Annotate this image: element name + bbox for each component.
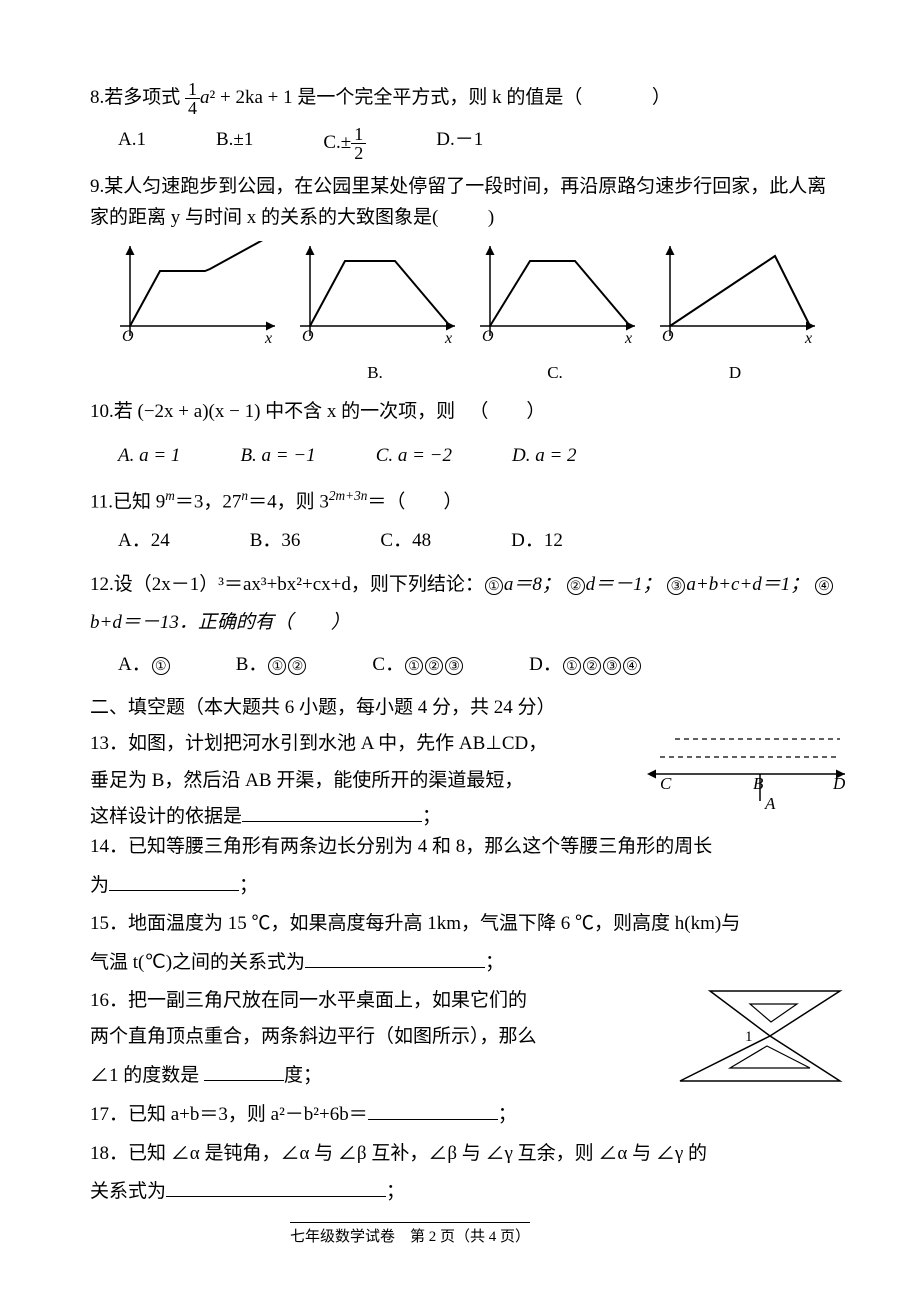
svg-text:x: x xyxy=(264,330,272,347)
q13-blank xyxy=(242,803,422,822)
question-14: 14．已知等腰三角形有两条边长分别为 4 和 8，那么这个等腰三角形的周长 为； xyxy=(90,832,845,901)
svg-text:C: C xyxy=(660,774,672,793)
question-15: 15．地面温度为 15 ℃，如果高度每升高 1km，气温下降 6 ℃，则高度 h… xyxy=(90,909,845,978)
q15-blank xyxy=(305,949,485,968)
svg-text:B: B xyxy=(753,774,764,793)
q10-option-a: A. a = 1 xyxy=(118,441,180,471)
q9-graph-c: O x C. xyxy=(470,241,640,387)
question-8: 8.若多项式 14a² + 2ka + 1 是一个完全平方式，则 k 的值是（ … xyxy=(90,80,845,117)
q17-blank xyxy=(368,1101,498,1120)
q11-option-b: B．36 xyxy=(250,526,301,556)
question-13: 13．如图，计划把河水引到水池 A 中，先作 AB⊥CD， 垂足为 B，然后沿 … xyxy=(90,729,845,832)
section-2-header: 二、填空题（本大题共 6 小题，每小题 4 分，共 24 分） xyxy=(90,693,845,723)
question-17: 17．已知 a+b＝3，则 a²－b²+6b＝； xyxy=(90,1100,845,1130)
svg-text:O: O xyxy=(662,328,674,345)
question-10: 10.若 (−2x + a)(x − 1) 中不含 x 的一次项，则 （ ） xyxy=(90,397,845,427)
q11-option-c: C．48 xyxy=(380,526,431,556)
q9-graph-a: O x xyxy=(110,241,280,387)
question-18: 18．已知 ∠α 是钝角，∠α 与 ∠β 互补，∠β 与 ∠γ 互余，则 ∠α … xyxy=(90,1139,845,1208)
q11-option-a: A．24 xyxy=(118,526,170,556)
question-11: 11.已知 9m＝3，27n＝4，则 32m+3n＝（ ） xyxy=(90,485,845,518)
q12-option-d: D．①②③④ xyxy=(529,650,642,680)
svg-text:O: O xyxy=(482,328,494,345)
q13-figure: C B D A xyxy=(645,729,845,824)
q10-option-c: C. a = −2 xyxy=(376,441,452,471)
q12-options: A．① B．①② C．①②③ D．①②③④ xyxy=(118,650,845,680)
svg-text:A: A xyxy=(764,794,776,813)
question-12: 12.设（2x－1）³＝ax³+bx²+cx+d，则下列结论：①a＝8； ②d＝… xyxy=(90,566,845,642)
q10-options: A. a = 1 B. a = −1 C. a = −2 D. a = 2 xyxy=(118,441,845,471)
q12-option-b: B．①② xyxy=(236,650,308,680)
angle-1-label: 1 xyxy=(745,1029,753,1045)
q11-options: A．24 B．36 C．48 D．12 xyxy=(118,526,845,556)
q8-option-a: A.1 xyxy=(118,125,146,162)
q14-blank xyxy=(109,872,239,891)
q16-figure: 1 xyxy=(675,986,845,1096)
q12-option-a: A．① xyxy=(118,650,171,680)
svg-text:D: D xyxy=(832,774,845,793)
svg-text:O: O xyxy=(122,328,134,345)
q9-text: 9.某人匀速跑步到公园，在公园里某处停留了一段时间，再沿原路匀速步行回家，此人离… xyxy=(90,176,826,227)
q8-text: 8.若多项式 14a² + 2ka + 1 是一个完全平方式，则 k 的值是（ … xyxy=(90,87,671,108)
svg-text:x: x xyxy=(624,330,632,347)
q9-graphs: O x O x B. O x C. O xyxy=(110,241,845,387)
q12-option-c: C．①②③ xyxy=(372,650,464,680)
q10-option-d: D. a = 2 xyxy=(512,441,577,471)
svg-text:x: x xyxy=(804,330,812,347)
q8-option-c: C.±12 xyxy=(323,125,366,162)
q10-option-b: B. a = −1 xyxy=(240,441,315,471)
q11-option-d: D．12 xyxy=(511,526,563,556)
q8-option-d: D.－1 xyxy=(436,125,483,162)
q8-options: A.1 B.±1 C.±12 D.－1 xyxy=(118,125,845,162)
q9-graph-d: O x D xyxy=(650,241,820,387)
svg-text:x: x xyxy=(444,330,452,347)
q8-option-b: B.±1 xyxy=(216,125,253,162)
q16-blank xyxy=(204,1062,284,1081)
question-16: 16．把一副三角尺放在同一水平桌面上，如果它们的 两个直角顶点重合，两条斜边平行… xyxy=(90,986,845,1096)
question-9: 9.某人匀速跑步到公园，在公园里某处停留了一段时间，再沿原路匀速步行回家，此人离… xyxy=(90,172,845,233)
q9-graph-b: O x B. xyxy=(290,241,460,387)
q18-blank xyxy=(166,1178,386,1197)
page-footer: 七年级数学试卷 第 2 页（共 4 页） xyxy=(290,1222,530,1249)
svg-text:O: O xyxy=(302,328,314,345)
